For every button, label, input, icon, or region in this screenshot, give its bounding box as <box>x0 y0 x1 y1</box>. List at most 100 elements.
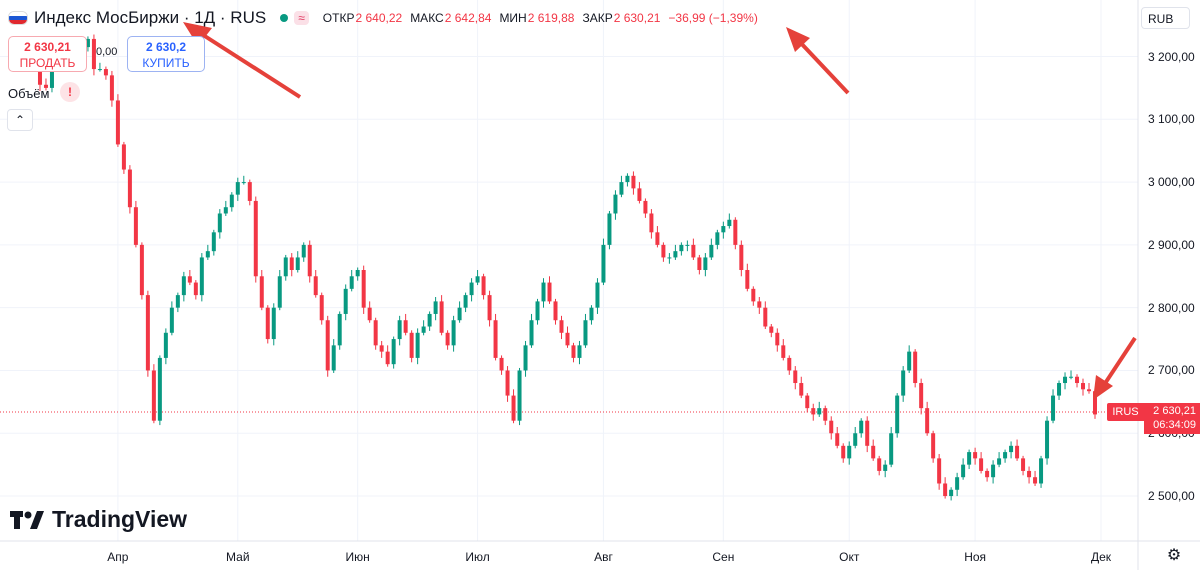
candle-body <box>589 307 594 321</box>
candle <box>925 401 930 436</box>
candle-body <box>859 420 864 434</box>
candle-body <box>373 320 378 346</box>
candle <box>895 393 900 438</box>
candle <box>223 200 228 216</box>
candle <box>451 315 456 352</box>
candle-body <box>991 464 996 478</box>
annotation-arrowhead-title <box>183 22 212 46</box>
candle-body <box>289 257 294 270</box>
candle-body <box>661 244 666 258</box>
candle-body <box>577 345 582 358</box>
candle <box>373 317 378 350</box>
candle <box>565 326 570 348</box>
symbol-title[interactable]: Индекс МосБиржи · 1Д · RUS <box>34 8 267 27</box>
candle-body <box>163 332 168 358</box>
candle-body <box>1075 376 1080 384</box>
candle-body <box>169 307 174 333</box>
sell-label: ПРОДАТЬ <box>19 56 76 70</box>
high-value: 2 642,84 <box>444 11 492 25</box>
candle <box>445 330 450 350</box>
candle <box>355 267 360 281</box>
collapse-chevron-icon[interactable]: ⌃ <box>7 109 33 131</box>
candle <box>1039 455 1044 488</box>
candle-body <box>751 288 756 302</box>
candle-body <box>1051 395 1056 421</box>
buy-button[interactable]: 2 630,2 КУПИТЬ <box>127 36 205 72</box>
candle-body <box>787 357 792 371</box>
candle-body <box>613 194 618 214</box>
warning-icon[interactable]: ! <box>60 82 80 102</box>
bar-countdown: 06:34:09 <box>1153 419 1196 431</box>
x-tick-label: Июл <box>465 550 490 564</box>
candle <box>415 328 420 365</box>
tradingview-logo[interactable]: TradingView <box>10 506 187 533</box>
settings-gear-icon[interactable]: ⚙ <box>1166 547 1182 564</box>
x-tick-label: Июн <box>345 550 370 564</box>
candle <box>319 292 324 325</box>
candle-body <box>451 320 456 346</box>
candle-body <box>283 257 288 277</box>
candle-body <box>691 244 696 258</box>
candle-body <box>265 307 270 340</box>
candle <box>379 340 384 358</box>
y-tick-label: 2 900,00 <box>1148 237 1195 252</box>
candle-body <box>415 332 420 358</box>
candle <box>205 244 210 260</box>
candle-body <box>1069 376 1074 378</box>
candle <box>385 345 390 367</box>
candle <box>121 141 126 174</box>
candle <box>469 278 474 302</box>
candle <box>1075 374 1080 388</box>
candle-body <box>583 320 588 346</box>
candle <box>325 315 330 377</box>
candle <box>175 292 180 313</box>
candle-body <box>709 244 714 258</box>
candle <box>307 240 312 283</box>
volume-label[interactable]: Объём <box>8 86 50 101</box>
candle-body <box>985 470 990 478</box>
candle <box>1069 370 1074 380</box>
candle <box>1063 372 1068 390</box>
candle-body <box>271 307 276 340</box>
candle-body <box>937 458 942 484</box>
x-tick-label: Ноя <box>964 550 987 564</box>
candle <box>313 270 318 298</box>
low-label: МИН <box>499 11 527 25</box>
candle <box>301 242 306 262</box>
candle <box>151 364 156 424</box>
candle-body <box>913 351 918 384</box>
x-tick-label: Дек <box>1090 550 1112 564</box>
candle <box>973 447 978 465</box>
candle <box>409 330 414 363</box>
candle-body <box>631 175 636 189</box>
candle-body <box>205 251 210 258</box>
candle-body <box>637 188 642 201</box>
sell-button[interactable]: 2 630,21 ПРОДАТЬ <box>8 36 87 72</box>
candle <box>43 78 48 91</box>
candle <box>859 418 864 438</box>
candle <box>703 253 708 277</box>
candle-body <box>721 226 726 233</box>
candle <box>559 315 564 340</box>
candle <box>1021 455 1026 476</box>
market-open-icon[interactable] <box>280 14 289 22</box>
currency-selector[interactable]: RUB <box>1141 7 1190 29</box>
candle-body <box>925 408 930 434</box>
candle-body <box>775 332 780 346</box>
candle-body <box>889 433 894 465</box>
candle-body <box>739 244 744 270</box>
candle-body <box>487 295 492 321</box>
candle <box>649 209 654 239</box>
candle-body <box>295 257 300 270</box>
candle <box>169 301 174 336</box>
candle-body <box>109 75 114 101</box>
candle-body <box>1009 445 1014 453</box>
candle <box>247 179 252 206</box>
close-label: ЗАКР <box>582 11 613 25</box>
symbol-legend: Индекс МосБиржи · 1Д · RUS ≈ ОТКР 2 640,… <box>8 8 766 28</box>
candle <box>871 439 876 461</box>
candle-body <box>847 445 852 459</box>
delayed-data-icon[interactable]: ≈ <box>294 11 309 25</box>
y-tick-label: 3 100,00 <box>1148 112 1195 127</box>
